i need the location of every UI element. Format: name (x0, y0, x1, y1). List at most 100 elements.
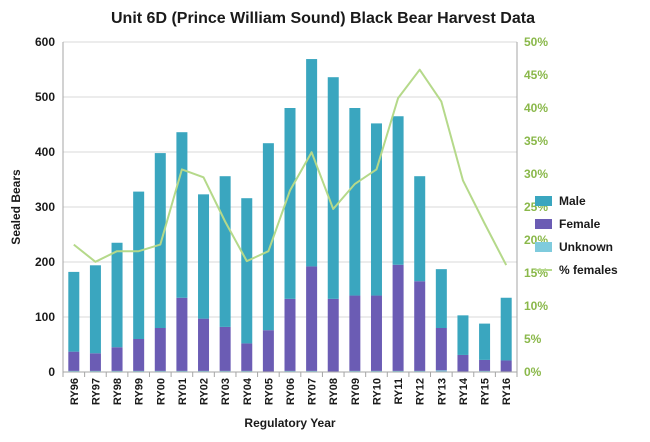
x-tick-label: RY97 (90, 378, 102, 405)
bar-male-ry12 (414, 176, 426, 282)
y-tick-label: 0 (48, 365, 55, 379)
x-tick-label: RY03 (220, 378, 232, 405)
y-tick-label: 100 (35, 310, 55, 324)
y-tick-label: 200 (35, 255, 55, 269)
x-tick-label: RY14 (458, 377, 470, 405)
y-tick-label: 300 (35, 200, 55, 214)
bar-male-ry06 (284, 108, 296, 299)
x-tick-label: RY02 (199, 378, 211, 405)
bar-male-ry11 (392, 116, 404, 265)
percent-females-line-group (73, 68, 508, 266)
y-axis-left-ticks: 0 100 200 300 400 500 600 (35, 35, 55, 379)
bar-female-ry03 (219, 326, 231, 371)
bar-male-ry96 (68, 271, 80, 352)
axes (62, 42, 518, 377)
x-tick-label: RY04 (242, 377, 254, 405)
y-axis-title: Sealed Bears (9, 169, 23, 245)
bar-female-ry96 (68, 351, 80, 371)
bar-male-ry04 (241, 198, 253, 344)
bar-female-ry10 (370, 295, 382, 371)
bar-unknown-ry02 (198, 370, 210, 372)
legend-label-unknown: Unknown (559, 240, 613, 254)
bar-male-ry05 (262, 143, 274, 331)
legend-label-male: Male (559, 194, 586, 208)
legend-swatch-unknown (535, 242, 552, 252)
bar-unknown-ry97 (89, 370, 101, 372)
bar-male-ry14 (457, 315, 469, 355)
bar-female-ry09 (349, 295, 361, 371)
bar-female-ry97 (89, 353, 101, 371)
bar-female-ry98 (111, 347, 123, 371)
bar-male-ry08 (327, 77, 339, 299)
bar-female-ry01 (176, 297, 188, 371)
bar-male-ry01 (176, 132, 188, 298)
bar-male-ry03 (219, 176, 231, 327)
y2-tick-label: 40% (524, 101, 548, 115)
legend-swatch-female (535, 219, 552, 229)
y-tick-label: 400 (35, 145, 55, 159)
bar-male-ry00 (154, 153, 166, 328)
bar-unknown-ry09 (349, 370, 361, 372)
x-tick-label: RY98 (112, 378, 124, 405)
y2-tick-label: 0% (524, 365, 542, 379)
bar-female-ry00 (154, 328, 166, 371)
bar-unknown-ry01 (176, 370, 188, 372)
legend-label-female: Female (559, 217, 601, 231)
bar-female-ry07 (306, 266, 318, 371)
y2-tick-label: 35% (524, 134, 548, 148)
bar-male-ry02 (198, 194, 210, 319)
bar-unknown-ry13 (435, 370, 447, 372)
bar-female-ry11 (392, 264, 404, 371)
x-tick-label: RY00 (155, 378, 167, 405)
bar-unknown-ry98 (111, 370, 123, 372)
bar-male-ry98 (111, 242, 123, 348)
legend-swatch-male (535, 196, 552, 206)
bar-female-ry06 (284, 298, 296, 371)
x-tick-label: RY07 (307, 378, 319, 405)
y2-tick-label: 10% (524, 299, 548, 313)
bar-male-ry15 (479, 323, 491, 360)
bar-female-ry15 (479, 359, 491, 371)
x-tick-label: RY99 (134, 378, 146, 405)
bar-unknown-ry12 (414, 370, 426, 372)
y2-tick-label: 45% (524, 68, 548, 82)
bar-female-ry12 (414, 281, 426, 371)
legend-label-females: % females (559, 263, 618, 277)
chart-title: Unit 6D (Prince William Sound) Black Bea… (111, 10, 535, 27)
y2-tick-label: 15% (524, 266, 548, 280)
x-tick-label: RY06 (285, 378, 297, 405)
bar-unknown-ry06 (284, 370, 296, 372)
bar-female-ry05 (262, 330, 274, 372)
legend: Male Female Unknown % females (535, 194, 618, 277)
y2-tick-label: 50% (524, 35, 548, 49)
bar-male-ry10 (370, 123, 382, 296)
x-tick-label: RY96 (69, 378, 81, 405)
bar-female-ry02 (198, 318, 210, 371)
y-tick-label: 500 (35, 90, 55, 104)
bar-unknown-ry10 (370, 370, 382, 372)
bar-male-ry99 (133, 191, 145, 339)
x-tick-label: RY08 (328, 378, 340, 405)
bar-female-ry16 (500, 360, 512, 372)
bar-unknown-ry00 (154, 370, 166, 372)
bar-unknown-ry11 (392, 370, 404, 372)
x-axis-ticks: RY96 RY97 RY98 RY99 RY00 RY01 RY02 RY03 RY04 RY05… (69, 377, 513, 405)
bar-female-ry08 (327, 298, 339, 372)
x-axis-title: Regulatory Year (244, 416, 335, 430)
x-tick-label: RY11 (393, 378, 405, 405)
bar-unknown-ry07 (306, 370, 318, 372)
bar-female-ry14 (457, 354, 469, 372)
bar-unknown-ry96 (68, 370, 80, 372)
x-tick-label: RY13 (436, 378, 448, 405)
bars (68, 59, 512, 372)
y2-tick-label: 30% (524, 167, 548, 181)
bar-unknown-ry03 (219, 370, 231, 372)
x-tick-label: RY09 (350, 378, 362, 405)
x-tick-label: RY12 (415, 378, 427, 405)
bar-male-ry07 (306, 59, 318, 267)
x-tick-label: RY01 (177, 378, 189, 405)
y-tick-label: 600 (35, 35, 55, 49)
bar-female-ry13 (435, 328, 447, 371)
bar-unknown-ry04 (241, 370, 253, 372)
